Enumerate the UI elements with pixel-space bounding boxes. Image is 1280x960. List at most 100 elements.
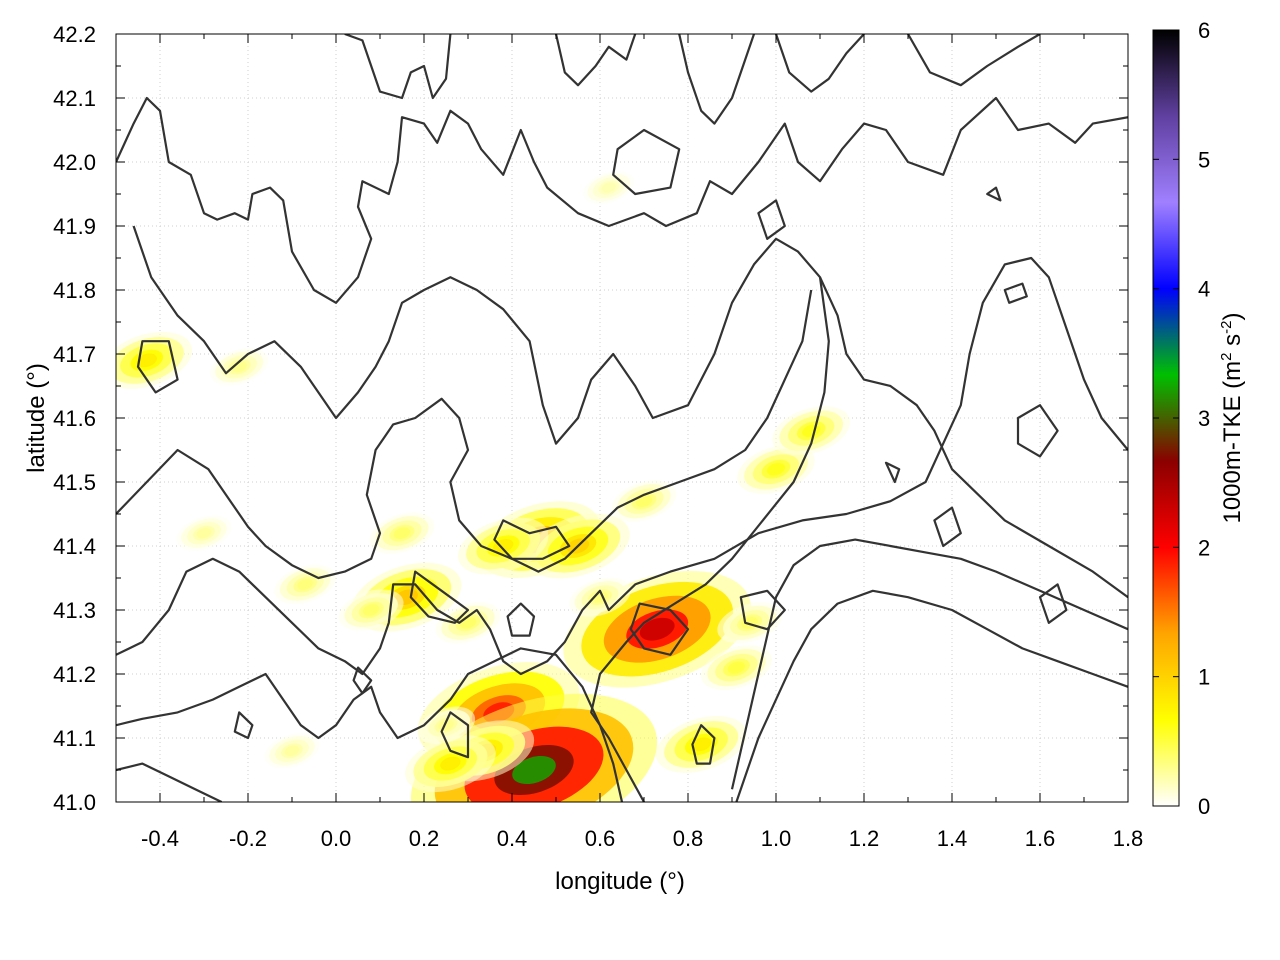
tke-level: [601, 182, 617, 193]
tke-level: [393, 527, 411, 539]
contour-loop: [233, 711, 254, 740]
contour-loop: [739, 589, 786, 631]
tke-hotspot: [435, 602, 501, 644]
contour-loop: [352, 666, 373, 695]
contour-loop: [884, 461, 901, 484]
x-tick-label: 1.0: [761, 826, 792, 851]
tke-hotspot: [210, 348, 269, 386]
tke-level: [363, 604, 380, 616]
contour-line: [116, 289, 813, 580]
contour-loop: [1003, 282, 1028, 304]
terrain-contours: [116, 34, 1128, 802]
tke-hotspot: [700, 645, 772, 691]
tke-hotspot: [264, 733, 320, 769]
contour-line: [344, 34, 452, 100]
contour-line: [116, 256, 1128, 676]
y-tick-label: 41.2: [53, 662, 96, 687]
y-tick-label: 41.8: [53, 278, 96, 303]
y-tick-labels: 41.0 41.1 41.2 41.3 41.4 41.5 41.6 41.7 41.8 41.9…: [53, 22, 96, 815]
y-tick-label: 41.3: [53, 598, 96, 623]
colorbar-tick-label: 6: [1198, 18, 1210, 43]
contour-loop: [1038, 583, 1068, 624]
contour-loop: [506, 602, 536, 637]
colorbar-tick-label: 0: [1198, 794, 1210, 819]
x-tick-label: 0.6: [585, 826, 616, 851]
contour-line: [554, 34, 637, 87]
tke-hotspot: [737, 444, 815, 494]
tke-hotspot: [611, 480, 677, 522]
colorbar-ticks: 0 1 2 3 4 5 6: [1153, 18, 1210, 819]
tke-hotspot: [274, 564, 336, 604]
y-tick-label: 41.9: [53, 214, 96, 239]
tke-level: [297, 578, 314, 590]
y-tick-label: 41.5: [53, 470, 96, 495]
contour-line: [730, 538, 1128, 790]
tke-level: [196, 527, 212, 539]
tke-level: [284, 745, 300, 757]
x-tick-label: 0.4: [497, 826, 528, 851]
colorbar-tick-label: 4: [1198, 277, 1210, 302]
colorbar-tick-label: 1: [1198, 665, 1210, 690]
tke-level: [691, 737, 712, 752]
x-tick-label: 0.8: [673, 826, 704, 851]
x-tick-label: 1.8: [1113, 826, 1144, 851]
contour-loop: [612, 128, 681, 196]
tke-hotspot: [369, 512, 435, 554]
contour-loop: [440, 711, 470, 759]
contour-line: [678, 34, 756, 125]
colorbar-tick-label: 3: [1198, 406, 1210, 431]
contour-loop: [409, 570, 470, 624]
x-tick-label: 1.4: [937, 826, 968, 851]
contour-line: [907, 34, 1041, 87]
contour-line: [116, 647, 624, 802]
y-tick-label: 42.0: [53, 150, 96, 175]
x-tick-label: 1.2: [849, 826, 880, 851]
contour-loop: [629, 602, 690, 656]
tke-heatmap-field: [116, 171, 851, 802]
tke-level: [727, 661, 746, 674]
y-tick-label: 41.0: [53, 790, 96, 815]
y-axis-label: latitude (°): [23, 363, 50, 473]
tke-hotspot: [772, 406, 851, 456]
x-tick-label: -0.2: [229, 826, 267, 851]
tke-level: [766, 462, 786, 476]
x-tick-label: 0.2: [409, 826, 440, 851]
contour-line: [116, 96, 1128, 304]
y-tick-label: 41.4: [53, 534, 96, 559]
contour-line: [774, 34, 865, 93]
axis-ticks: [115, 33, 1129, 803]
colorbar-tick-label: 5: [1198, 147, 1210, 172]
contour-loop: [757, 199, 786, 240]
x-tick-labels: -0.4 -0.2 0.0 0.2 0.4 0.6 0.8 1.0 1.2 1.4 1.6 1.8: [141, 826, 1143, 851]
tke-hotspot: [457, 517, 549, 575]
contour-loop: [986, 186, 1002, 202]
contour-loop: [933, 506, 962, 548]
colorbar-tick-label: 2: [1198, 535, 1210, 560]
tke-level: [136, 353, 157, 368]
tke-level: [512, 755, 556, 785]
tke-level: [635, 495, 653, 507]
contour-loop: [136, 340, 179, 394]
contour-loop: [1016, 404, 1059, 458]
contour-line: [132, 225, 830, 802]
contour-loop: [493, 519, 571, 560]
x-axis-label: longitude (°): [555, 868, 685, 895]
x-tick-label: 1.6: [1025, 826, 1056, 851]
y-tick-label: 42.2: [53, 22, 96, 47]
y-tick-label: 41.7: [53, 342, 96, 367]
y-tick-label: 41.6: [53, 406, 96, 431]
contour-loop: [691, 724, 716, 765]
grid-lines: [116, 34, 1128, 802]
x-tick-label: 0.0: [321, 826, 352, 851]
tke-hotspot: [176, 515, 232, 551]
tke-level: [639, 617, 675, 641]
tke-hotspot: [655, 715, 747, 773]
tke-hotspot: [405, 735, 496, 793]
y-tick-label: 41.1: [53, 726, 96, 751]
x-tick-label: -0.4: [141, 826, 179, 851]
contour-line: [819, 276, 1128, 599]
y-tick-label: 42.1: [53, 86, 96, 111]
colorbar-label: 1000m-TKE (m2 s-2): [1218, 312, 1246, 523]
contour-line: [735, 589, 1128, 802]
